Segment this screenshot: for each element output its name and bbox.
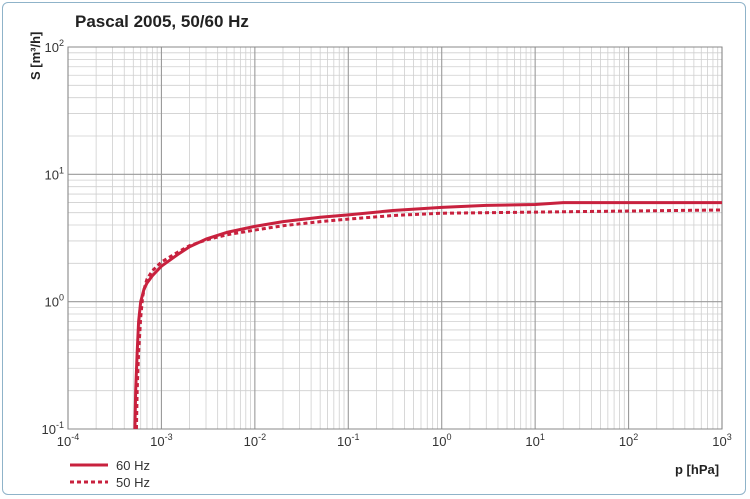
x-axis-label: p [hPa] (675, 462, 720, 477)
plot-border (67, 46, 723, 430)
legend-label: 50 Hz (116, 475, 150, 490)
legend-label: 60 Hz (116, 458, 150, 473)
x-tick-labels: 10-4 10-3 10-2 10-1 100 101 102 103 (57, 432, 732, 449)
x-tick-label: 103 (712, 432, 731, 449)
y-tick-label: 101 (45, 165, 64, 182)
x-tick-label: 10-3 (150, 432, 172, 449)
x-tick-label: 10-2 (244, 432, 266, 449)
x-tick-label: 101 (525, 432, 544, 449)
x-tick-label: 10-1 (337, 432, 359, 449)
y-tick-label: 100 (45, 293, 64, 310)
series-lines (133, 201, 723, 430)
x-tick-label: 102 (619, 432, 638, 449)
series-line-dashed (134, 208, 723, 430)
legend: 60 Hz 50 Hz (70, 458, 150, 490)
y-tick-labels: 10-1 100 101 102 (42, 38, 64, 437)
minor-gridlines (68, 47, 722, 429)
x-tick-label: 100 (432, 432, 451, 449)
y-tick-label: 10-1 (42, 420, 64, 437)
series-line-solid (133, 201, 722, 430)
y-tick-label: 102 (45, 38, 64, 55)
x-tick-label: 10-4 (57, 432, 79, 449)
chart-title: Pascal 2005, 50/60 Hz (75, 12, 249, 31)
